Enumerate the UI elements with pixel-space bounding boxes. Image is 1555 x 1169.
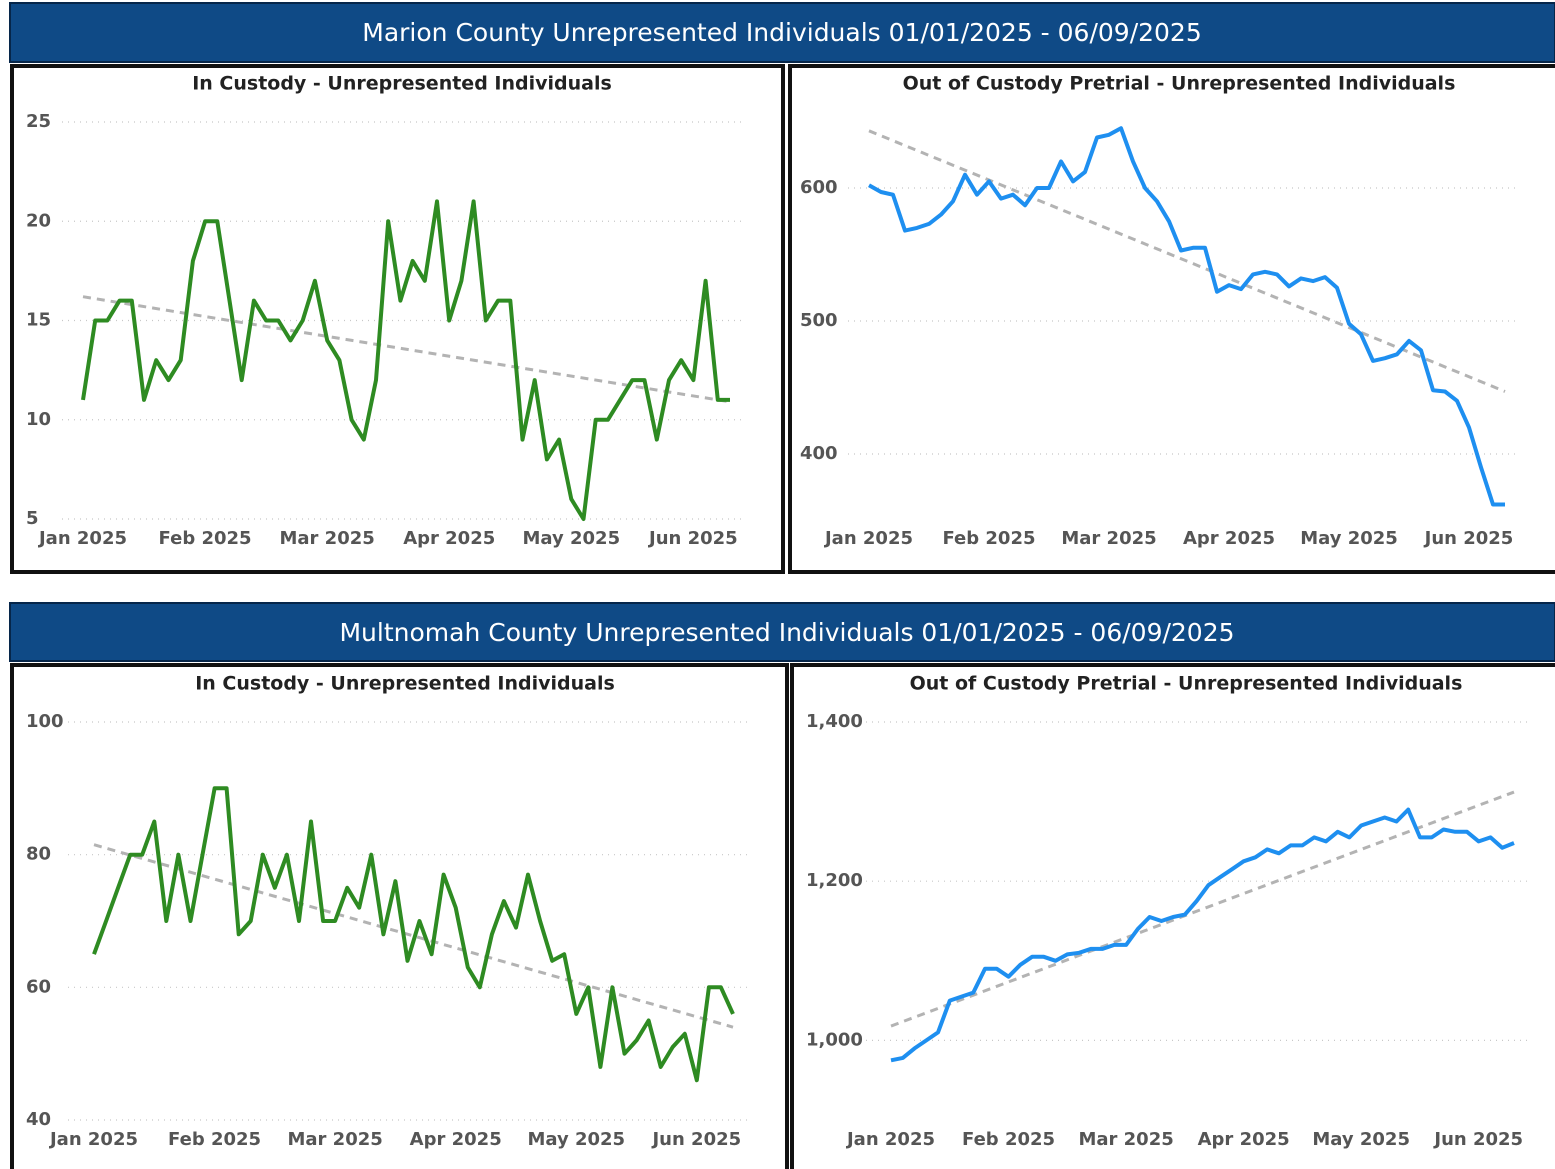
x-tick-label: Feb 2025: [942, 528, 1035, 549]
header-bar: [9, 2, 1555, 63]
y-tick-label: 10: [26, 409, 51, 430]
x-tick-label: Jun 2025: [647, 528, 738, 549]
y-tick-label: 1,200: [806, 870, 863, 891]
panel: [10, 64, 785, 574]
x-tick-label: May 2025: [527, 1129, 625, 1150]
x-tick-label: Apr 2025: [1198, 1129, 1290, 1150]
y-tick-label: 20: [26, 210, 51, 231]
x-tick-label: Mar 2025: [279, 528, 374, 549]
y-tick-label: 80: [26, 844, 51, 865]
y-tick-label: 25: [26, 111, 51, 132]
y-tick-label: 5: [26, 508, 39, 529]
header-title: Marion County Unrepresented Individuals …: [362, 18, 1202, 47]
x-tick-label: Jun 2025: [1432, 1129, 1523, 1150]
y-tick-label: 15: [26, 310, 51, 331]
y-tick-label: 400: [800, 443, 838, 464]
x-tick-label: May 2025: [522, 528, 620, 549]
x-tick-label: Jan 2025: [37, 528, 127, 549]
y-tick-label: 100: [26, 711, 64, 732]
y-tick-label: 500: [800, 310, 838, 331]
x-tick-label: Feb 2025: [159, 528, 252, 549]
x-tick-label: May 2025: [1300, 528, 1398, 549]
x-tick-label: Feb 2025: [962, 1129, 1055, 1150]
chart-title: Out of Custody Pretrial - Unrepresented …: [910, 673, 1463, 695]
x-tick-label: Jan 2025: [845, 1129, 935, 1150]
chart-title: Out of Custody Pretrial - Unrepresented …: [903, 73, 1456, 95]
x-tick-label: Jan 2025: [823, 528, 913, 549]
header-bar: [9, 602, 1555, 662]
data-line: [92, 786, 735, 1083]
x-tick-label: Feb 2025: [168, 1129, 261, 1150]
panel: [788, 64, 1555, 574]
y-tick-label: 40: [26, 1109, 51, 1130]
x-tick-label: May 2025: [1312, 1129, 1410, 1150]
y-tick-label: 600: [800, 177, 838, 198]
trend-line: [868, 129, 1506, 393]
x-tick-label: Mar 2025: [287, 1129, 382, 1150]
panel: [10, 663, 789, 1169]
y-tick-label: 1,000: [806, 1029, 863, 1050]
x-tick-label: Mar 2025: [1061, 528, 1156, 549]
trend-line: [82, 295, 731, 404]
chart-title: In Custody - Unrepresented Individuals: [195, 673, 615, 695]
x-tick-label: Apr 2025: [1183, 528, 1275, 549]
trend-line: [93, 843, 734, 1029]
x-tick-label: Jun 2025: [650, 1129, 741, 1150]
panel: [790, 663, 1555, 1169]
data-line: [868, 126, 1505, 507]
data-line: [81, 199, 730, 521]
chart-title: In Custody - Unrepresented Individuals: [192, 73, 612, 95]
x-tick-label: Jun 2025: [1423, 528, 1514, 549]
data-line: [890, 807, 1515, 1063]
x-tick-label: Mar 2025: [1078, 1129, 1173, 1150]
y-tick-label: 1,400: [806, 711, 863, 732]
header-title: Multnomah County Unrepresented Individua…: [339, 618, 1234, 647]
x-tick-label: Jan 2025: [48, 1129, 138, 1150]
x-tick-label: Apr 2025: [410, 1129, 502, 1150]
trend-line: [890, 790, 1515, 1028]
y-tick-label: 60: [26, 976, 51, 997]
x-tick-label: Apr 2025: [403, 528, 495, 549]
